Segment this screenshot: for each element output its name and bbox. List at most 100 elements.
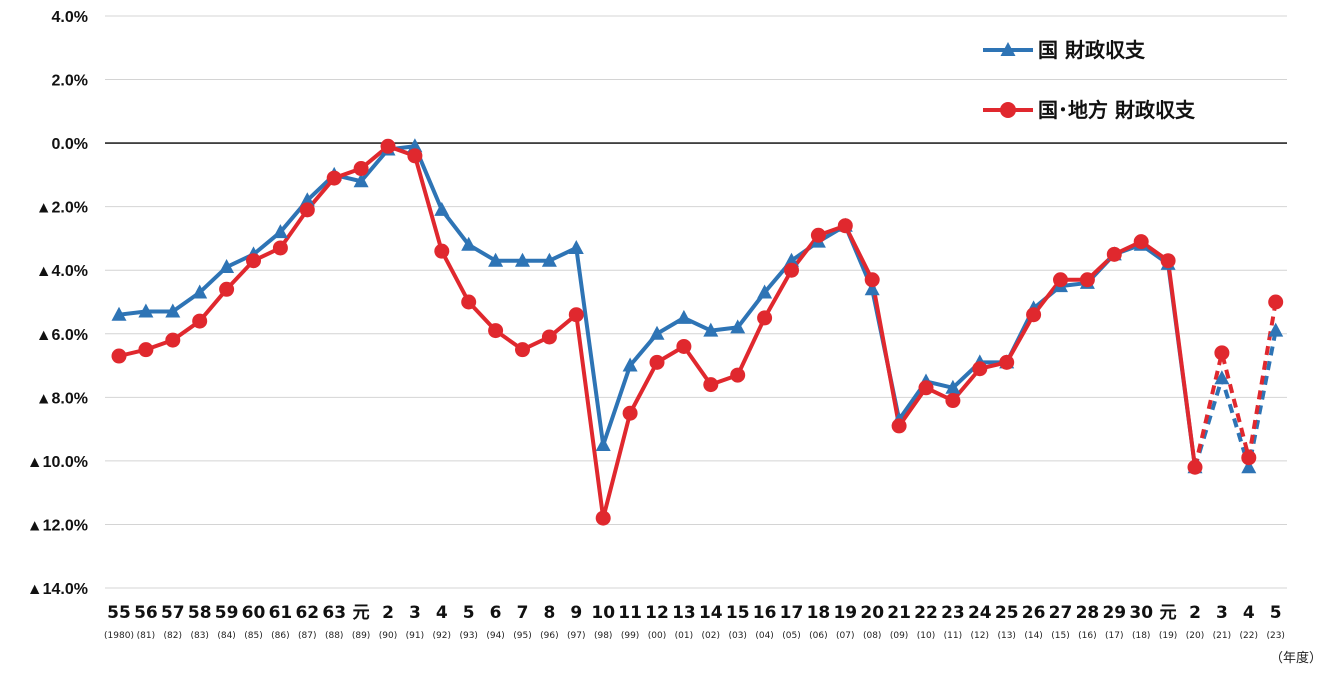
data-point-circle [595,510,611,526]
data-point-circle [918,380,934,396]
x-tick-label: 21 [887,603,911,623]
x-tick-sublabel: (15) [1051,631,1069,641]
x-tick-label: 9 [570,603,582,623]
x-tick-sublabel: (1980) [104,631,134,641]
y-tick-label: ▲4.0% [36,263,88,280]
x-tick-sublabel: (20) [1186,631,1204,641]
data-point-circle [541,329,557,345]
data-point-triangle [595,437,611,451]
x-tick-label: 26 [1022,603,1046,623]
data-point-circle [219,281,235,297]
data-point-circle [757,310,773,326]
x-tick-sublabel: (89) [352,631,370,641]
x-unit-label: （年度） [1270,650,1322,666]
data-point-circle [380,138,396,154]
x-tick-label: 58 [188,603,212,623]
x-tick-sublabel: (12) [971,631,989,641]
y-tick-label: 4.0% [52,9,88,26]
data-point-triangle [541,252,557,267]
data-point-circle [568,307,584,323]
data-point-circle [1214,345,1230,361]
data-point-triangle [622,357,638,372]
x-tick-sublabel: (02) [702,631,720,641]
x-tick-sublabel: (83) [190,631,208,641]
data-point-circle [515,342,530,358]
x-tick-label: 60 [242,603,266,623]
y-axis-ticks: 4.0% 2.0% 0.0% ▲2.0% ▲4.0% ▲6.0% ▲8.0% ▲10.0% ▲1… [27,9,88,598]
data-point-triangle [784,252,799,267]
x-tick-sublabel: (16) [1078,631,1096,641]
x-tick-label: 12 [645,603,669,623]
x-tick-sublabel: (17) [1105,631,1123,641]
x-tick-sublabel: (11) [944,631,962,641]
x-tick-label: 22 [914,603,938,623]
y-tick-label: ▲14.0% [27,581,88,598]
x-tick-sublabel: (95) [513,631,531,641]
x-tick-label: 27 [1049,603,1073,623]
data-point-triangle [1214,370,1230,385]
x-tick-sublabel: (98) [594,631,612,641]
series-markers [111,138,1284,526]
data-point-triangle [192,284,208,299]
data-point-circle [945,393,961,409]
y-tick-label: ▲12.0% [27,517,88,534]
x-tick-label: 63 [322,603,346,623]
data-point-circle [434,243,450,259]
data-point-triangle [353,173,369,188]
x-tick-label: 55 [107,603,131,623]
x-tick-label: 23 [941,603,965,623]
data-point-circle [1106,246,1122,262]
x-tick-label: 18 [807,603,831,623]
x-tick-sublabel: (14) [1024,631,1042,641]
data-point-circle [138,342,154,358]
data-point-circle [111,348,127,364]
x-tick-label: 5 [463,603,475,623]
data-point-circle [488,323,504,339]
data-point-circle [326,170,342,186]
data-point-circle [676,338,692,354]
x-tick-label: 24 [968,603,992,623]
legend-marker-triangle [1000,42,1016,56]
gridlines [105,15,1287,589]
x-tick-sublabel: (13) [997,631,1015,641]
data-point-triangle [434,201,450,216]
data-point-circle [784,262,799,278]
data-point-triangle [730,319,746,334]
x-tick-label: 19 [833,603,857,623]
x-tick-label: 57 [161,603,185,623]
x-tick-label: 16 [753,603,777,623]
x-tick-label: 6 [490,603,502,623]
x-tick-label: 62 [295,603,319,623]
x-tick-label: 7 [517,603,529,623]
y-tick-label: ▲6.0% [36,327,88,344]
x-tick-sublabel: (87) [298,631,316,641]
x-tick-label: 10 [591,603,615,623]
data-point-triangle [945,379,961,394]
data-point-circle [972,361,988,377]
x-tick-label: 29 [1102,603,1126,623]
x-tick-label: 4 [436,603,448,623]
data-point-circle [461,294,477,310]
x-tick-sublabel: (00) [648,631,666,641]
data-point-circle [864,272,880,288]
x-tick-label: 元 [1160,603,1177,623]
data-point-triangle [676,309,692,324]
x-tick-sublabel: (07) [836,631,854,641]
x-tick-label: 15 [726,603,750,623]
data-point-circle [1268,294,1284,310]
x-tick-sublabel: (22) [1240,631,1258,641]
x-tick-label: 11 [618,603,642,623]
x-tick-label: 61 [269,603,293,623]
data-point-triangle [111,306,127,321]
data-point-circle [730,367,746,383]
data-point-circle [649,354,665,370]
x-tick-sublabel: (85) [244,631,262,641]
data-point-circle [192,313,208,329]
x-tick-label: 30 [1129,603,1153,623]
data-point-triangle [138,303,154,318]
data-point-triangle [757,284,773,299]
series-lines [118,144,1278,521]
x-tick-sublabel: (88) [325,631,343,641]
data-point-circle [299,202,315,218]
